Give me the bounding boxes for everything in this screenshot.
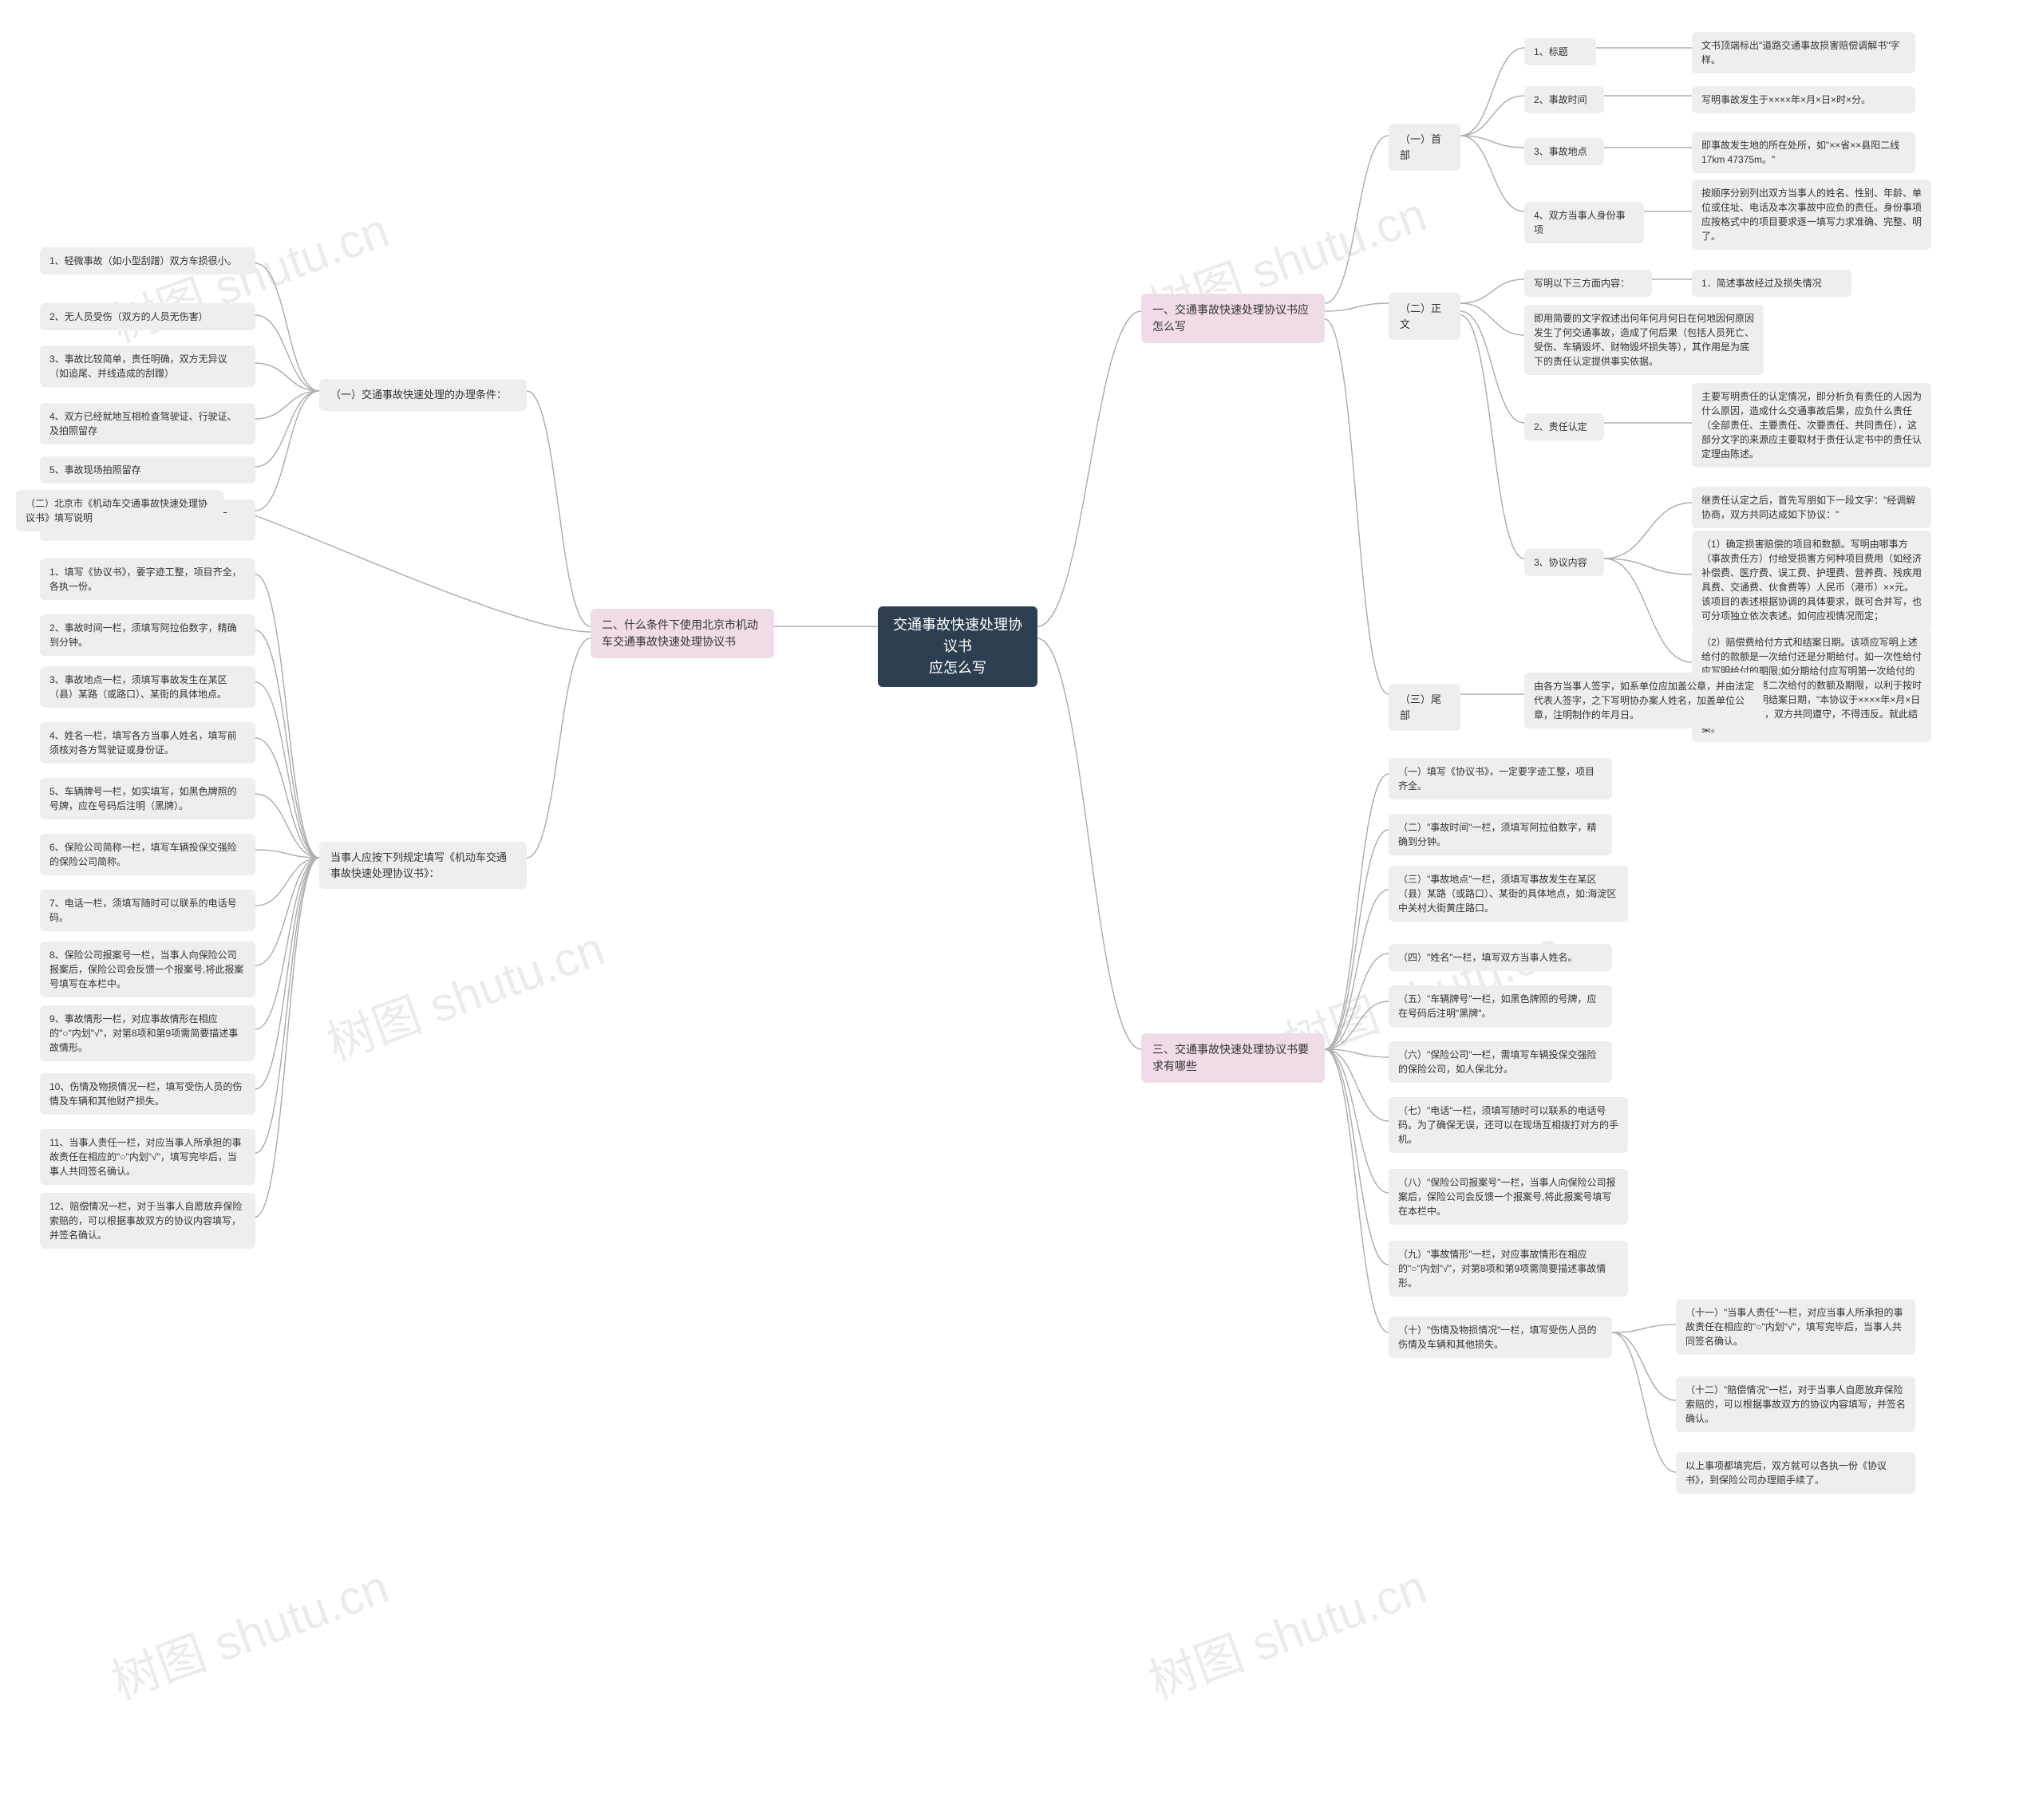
b1-s2-l1: 写明以下三方面内容： (1524, 270, 1652, 297)
branch-2: 二、什么条件下使用北京市机动车交通事故快速处理协议书 (591, 609, 774, 658)
b1-sub-body: （二）正文 (1389, 293, 1460, 340)
b1-sub-head: （一）首部 (1389, 124, 1460, 171)
b3-l10c: 以上事项都填完后，双方就可以各执一份《协议书》，到保险公司办理赔手续了。 (1676, 1452, 1915, 1494)
b2-sub-rule: 当事人应按下列规定填写《机动车交通事故快速处理协议书》： (319, 842, 527, 889)
branch-3: 三、交通事故快速处理协议书要求有哪些 (1141, 1033, 1325, 1083)
b2-s1-l2: 2、无人员受伤（双方的人员无伤害） (40, 303, 255, 330)
b1-s2-l3d: 主要写明责任的认定情况，即分析负有责任的人因为什么原因，造成什么交通事故后果，应… (1692, 383, 1931, 468)
root-node: 交通事故快速处理协议书 应怎么写 (878, 606, 1037, 687)
b3-l3: （三）"事故地点"一栏，须填写事故发生在某区（县）某路（或路口）、某街的具体地点… (1389, 866, 1628, 922)
watermark: 树图 shutu.cn (101, 1548, 397, 1712)
b2-s3-l4: 4、姓名一栏，填写各方当事人姓名，填写前须核对各方驾驶证或身份证。 (40, 722, 255, 764)
b3-l7: （七）"电话"一栏，须填写随时可以联系的电话号码。为了确保无误，还可以在现场互相… (1389, 1097, 1628, 1153)
b3-l6: （六）"保险公司"一栏，需填写车辆投保交强险的保险公司，如人保北分。 (1389, 1041, 1612, 1083)
watermark: 树图 shutu.cn (316, 910, 612, 1074)
b2-s1-l3: 3、事故比较简单，责任明确，双方无异议（如追尾、并线造成的刮蹭） (40, 345, 255, 387)
b2-s3-l3: 3、事故地点一栏，须填写事故发生在某区（县）某路（或路口）、某街的具体地点。 (40, 666, 255, 708)
b1-s1-l2d: 写明事故发生于××××年×月×日×时×分。 (1692, 86, 1915, 113)
b2-s3-l12: 12、赔偿情况一栏，对于当事人自愿放弃保险索赔的，可以根据事故双方的协议内容填写… (40, 1193, 255, 1249)
b3-l9: （九）"事故情形"一栏，对应事故情形在相应的"○"内划"√"，对第8项和第9项需… (1389, 1241, 1628, 1297)
b3-l10a: （十一）"当事人责任"一栏，对应当事人所承担的事故责任在相应的"○"内划"√"，… (1676, 1299, 1915, 1355)
b2-s2-final: （二）北京市《机动车交通事故快速处理协议书》填写说明 (16, 490, 223, 531)
b1-s1-l3d: 即事故发生地的所在处所，如"××省××县阳二线17km 47375m。" (1692, 132, 1915, 173)
b3-l4: （四）"姓名"一栏，填写双方当事人姓名。 (1389, 944, 1612, 971)
b2-s3-l10: 10、伤情及物损情况一栏，填写受伤人员的伤情及车辆和其他财产损失。 (40, 1073, 255, 1115)
b2-s1-l5: 5、事故现场拍照留存 (40, 456, 255, 484)
b3-l5: （五）"车辆牌号"一栏，如黑色牌照的号牌，应在号码后注明"黑牌"。 (1389, 985, 1612, 1027)
b3-l10: （十）"伤情及物损情况"一栏，填写受伤人员的伤情及车辆和其他损失。 (1389, 1317, 1612, 1358)
b1-s2-l4: 3、协议内容 (1524, 549, 1604, 576)
b1-s2-l2: 即用简要的文字叙述出何年何月何日在何地因何原因发生了何交通事故，造成了何后果（包… (1524, 305, 1764, 375)
b2-s3-l2: 2、事故时间一栏，须填写阿拉伯数字，精确到分钟。 (40, 614, 255, 656)
b3-l2: （二）"事故时间"一栏，须填写阿拉伯数字，精确到分钟。 (1389, 814, 1612, 855)
b2-s3-l11: 11、当事人责任一栏，对应当事人所承担的事故责任在相应的"○"内划"√"，填写完… (40, 1129, 255, 1185)
b1-s3-l1: 由各方当事人签字，如系单位应加盖公章，并由法定代表人签字，之下写明协办案人姓名，… (1524, 673, 1764, 728)
b2-s3-l5: 5、车辆牌号一栏，如实填写，如黑色牌照的号牌，应在号码后注明（黑牌）。 (40, 778, 255, 819)
b1-s1-l4: 4、双方当事人身份事项 (1524, 202, 1644, 243)
b1-s2-l3: 2、责任认定 (1524, 413, 1604, 440)
b2-s3-l6: 6、保险公司简称一栏，填写车辆投保交强险的保险公司简称。 (40, 834, 255, 875)
b3-l10b: （十二）"赔偿情况"一栏，对于当事人自愿放弃保险索赔的，可以根据事故双方的协议内… (1676, 1376, 1915, 1432)
branch-1: 一、交通事故快速处理协议书应怎么写 (1141, 294, 1325, 343)
b2-s3-l9: 9、事故情形一栏，对应事故情形在相应的"○"内划"√"，对第8项和第9项需简要描… (40, 1005, 255, 1061)
b1-s2-l4b: （1）确定损害赔偿的项目和数额。写明由哪事方（事故责任方）付给受损害方何种项目费… (1692, 531, 1931, 630)
b2-sub-conditions: （一）交通事故快速处理的办理条件： (319, 379, 527, 411)
b1-sub-tail: （三）尾部 (1389, 684, 1460, 731)
b1-s2-l1d: 1．简述事故经过及损失情况 (1692, 270, 1851, 297)
b2-s3-l1: 1、填写《协议书》，要字迹工整，项目齐全，各执一份。 (40, 559, 255, 600)
b1-s1-l3: 3、事故地点 (1524, 138, 1604, 165)
b2-s1-l1: 1、轻微事故（如小型刮蹭）双方车损很小。 (40, 247, 255, 274)
b2-s1-l4: 4、双方已经就地互相检查驾驶证、行驶证、及拍照留存 (40, 403, 255, 444)
b3-l1: （一）填写《协议书》，一定要字迹工整，项目齐全。 (1389, 758, 1612, 799)
watermark: 树图 shutu.cn (1138, 1548, 1434, 1712)
b1-s1-l1: 1、标题 (1524, 38, 1596, 65)
b1-s1-l1d: 文书顶端标出"道路交通事故损害赔偿调解书"字样。 (1692, 32, 1915, 73)
b1-s1-l2: 2、事故时间 (1524, 86, 1604, 113)
b1-s2-l4a: 继责任认定之后，首先写朋如下一段文字："经调解协商，双方共同达成如下协议：" (1692, 487, 1931, 528)
b2-s3-l8: 8、保险公司报案号一栏，当事人向保险公司报案后，保险公司会反馈一个报案号,将此报… (40, 942, 255, 997)
b1-s1-l4d: 按顺序分别列出双方当事人的姓名、性别、年龄、单位或住址、电话及本次事故中应负的责… (1692, 180, 1931, 250)
b3-l8: （八）"保险公司报案号"一栏，当事人向保险公司报案后，保险公司会反馈一个报案号,… (1389, 1169, 1628, 1225)
b2-s3-l7: 7、电话一栏，须填写随时可以联系的电话号码。 (40, 890, 255, 931)
